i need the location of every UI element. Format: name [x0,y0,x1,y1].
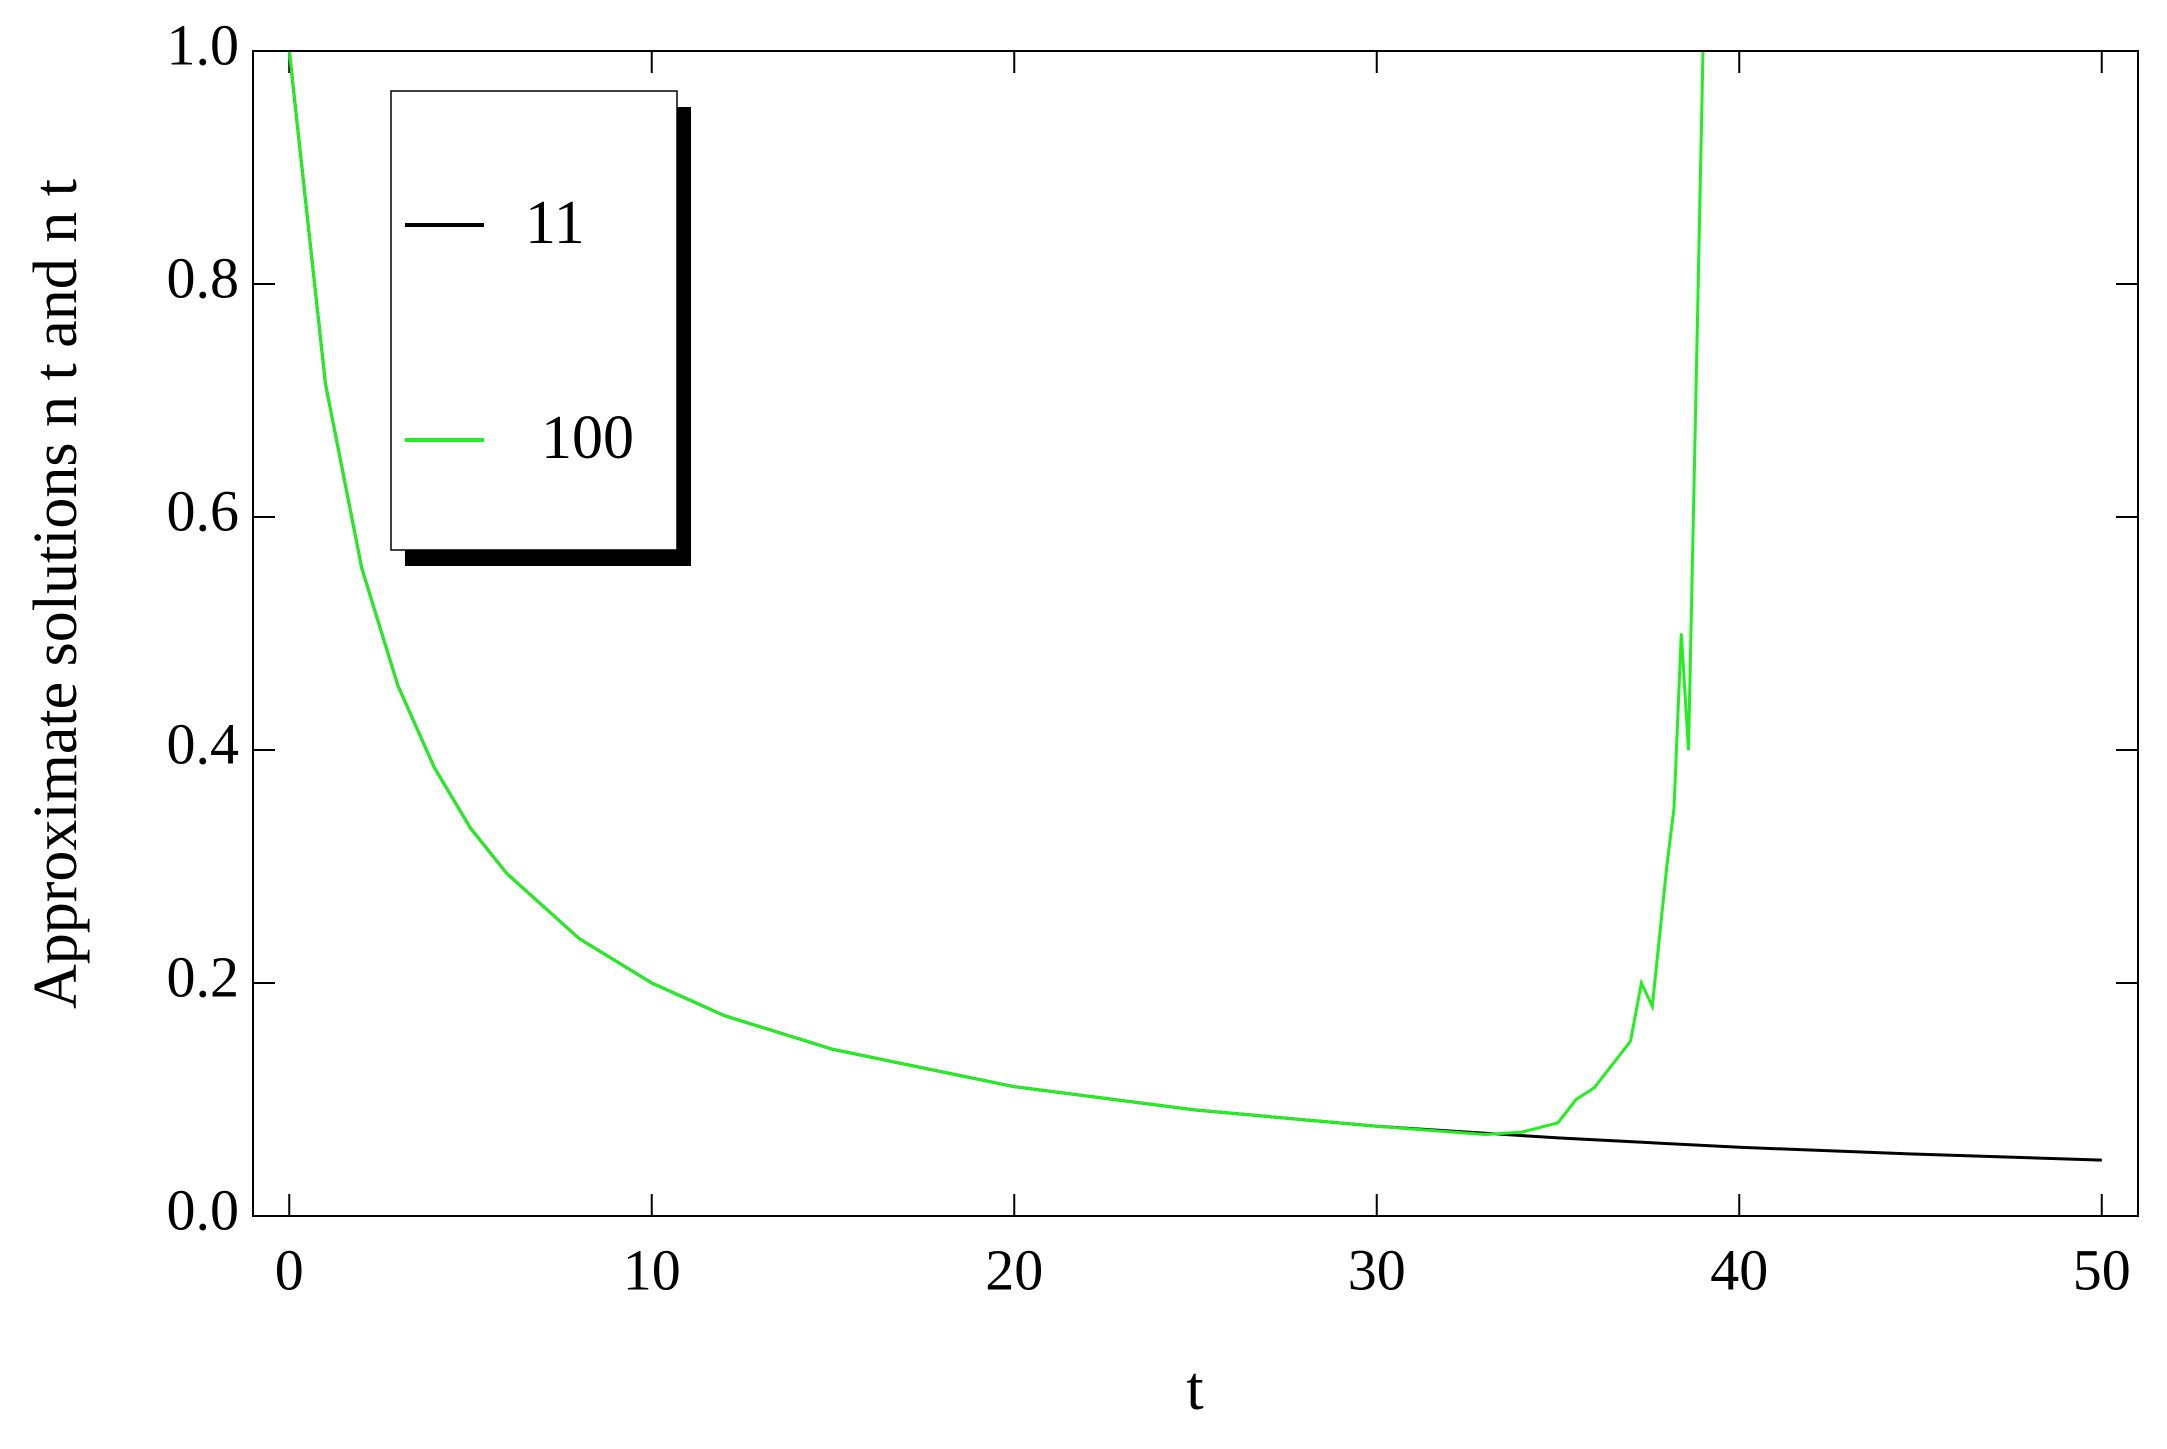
x-tick-label: 0 [275,1237,304,1302]
legend-label: 11 [525,189,585,257]
x-tick-label: 40 [1710,1237,1768,1302]
line-series [287,51,1705,1137]
y-tick-label: 0.0 [167,1177,240,1242]
x-tick-label: 20 [985,1237,1043,1302]
legend-label: 100 [541,404,634,472]
y-tick-label: 0.4 [167,711,240,776]
y-tick-label: 0.2 [167,944,240,1009]
y-tick-label: 0.6 [167,478,240,543]
y-axis-label: Approximate solutions n t and n t [22,179,90,1009]
x-tick-label: 50 [2073,1237,2131,1302]
plot-frame [252,50,2139,1217]
y-tick-label: 1.0 [167,12,240,77]
y-tick-label: 0.8 [167,245,240,310]
legend-box [390,90,678,551]
x-tick-label: 30 [1348,1237,1406,1302]
x-tick-label: 10 [623,1237,681,1302]
x-axis-label: t [1186,1355,1203,1423]
